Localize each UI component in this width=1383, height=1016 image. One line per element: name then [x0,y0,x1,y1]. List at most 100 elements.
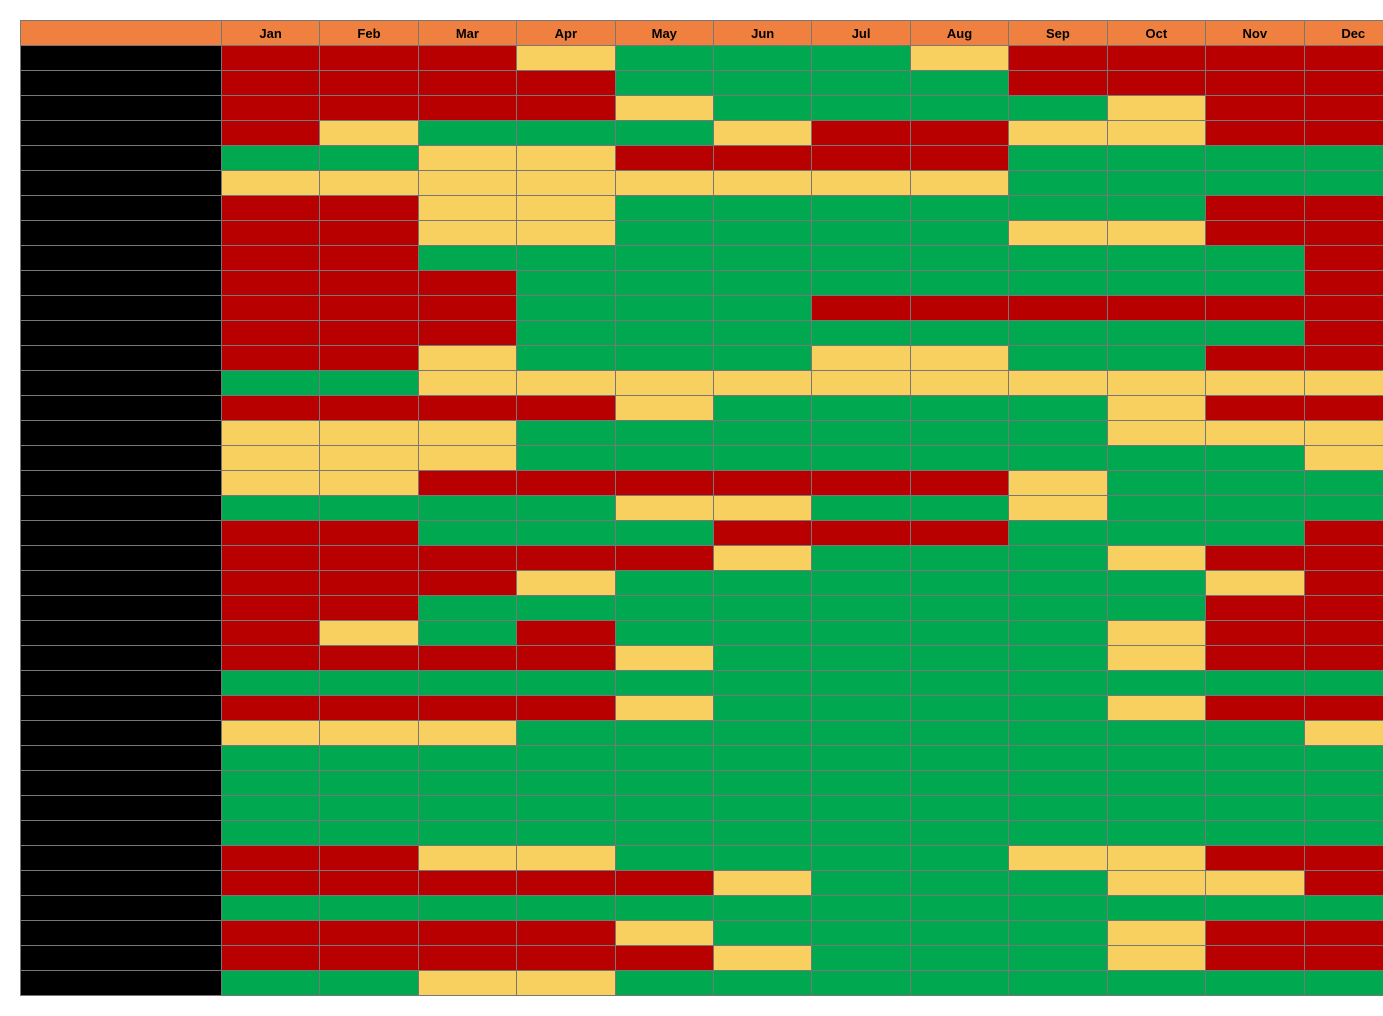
heatmap-cell [812,646,910,671]
heatmap-cell [1107,571,1205,596]
heatmap-cell [517,671,615,696]
heatmap-cell [812,96,910,121]
heatmap-cell [1206,121,1304,146]
heatmap-cell [418,971,516,996]
heatmap-cell [1009,271,1107,296]
heatmap-cell [1206,196,1304,221]
heatmap-cell [713,421,811,446]
heatmap-cell [418,921,516,946]
heatmap-cell [1009,571,1107,596]
heatmap-cell [1009,546,1107,571]
heatmap-cell [910,796,1008,821]
heatmap-cell [1304,546,1383,571]
heatmap-cell [812,296,910,321]
heatmap-cell [713,121,811,146]
heatmap-cell [1107,521,1205,546]
heatmap-cell [1107,146,1205,171]
heatmap-cell [713,471,811,496]
heatmap-cell [221,121,319,146]
heatmap-cell [713,496,811,521]
heatmap-cell [221,96,319,121]
header-row: JanFebMarAprMayJunJulAugSepOctNovDec [21,21,1383,46]
heatmap-cell [1304,121,1383,146]
heatmap-cell [320,46,418,71]
row-label-cell [21,746,222,771]
heatmap-cell [517,721,615,746]
heatmap-cell [517,196,615,221]
heatmap-cell [713,621,811,646]
heatmap-cell [1206,721,1304,746]
heatmap-cell [418,421,516,446]
heatmap-cell [1206,496,1304,521]
heatmap-cell [1009,621,1107,646]
heatmap-cell [320,396,418,421]
heatmap-cell [320,321,418,346]
heatmap-cell [1304,446,1383,471]
heatmap-cell [221,621,319,646]
heatmap-cell [221,546,319,571]
row-label-cell [21,46,222,71]
heatmap-cell [320,971,418,996]
row-label-cell [21,871,222,896]
heatmap-cell [1009,71,1107,96]
heatmap-cell [1304,146,1383,171]
heatmap-cell [1107,946,1205,971]
heatmap-cell [812,446,910,471]
row-label-cell [21,371,222,396]
heatmap-cell [910,371,1008,396]
heatmap-cell [615,946,713,971]
row-label-cell [21,671,222,696]
table-row [21,271,1383,296]
heatmap-cell [221,71,319,96]
month-header: Apr [517,21,615,46]
heatmap-cell [910,196,1008,221]
heatmap-cell [1009,946,1107,971]
heatmap-cell [221,196,319,221]
heatmap-cell [812,946,910,971]
heatmap-cell [221,671,319,696]
heatmap-cell [812,546,910,571]
heatmap-cell [910,471,1008,496]
heatmap-cell [1206,796,1304,821]
heatmap-cell [713,696,811,721]
table-row [21,746,1383,771]
heatmap-cell [1206,946,1304,971]
heatmap-cell [418,621,516,646]
row-label-cell [21,521,222,546]
heatmap-cell [221,971,319,996]
heatmap-cell [910,921,1008,946]
heatmap-cell [320,121,418,146]
heatmap-cell [615,46,713,71]
heatmap-cell [1206,71,1304,96]
heatmap-cell [517,971,615,996]
month-header: Oct [1107,21,1205,46]
heatmap-cell [615,121,713,146]
heatmap-cell [1107,446,1205,471]
heatmap-cell [910,571,1008,596]
row-label-cell [21,621,222,646]
row-label-cell [21,396,222,421]
heatmap-cell [713,346,811,371]
heatmap-cell [910,971,1008,996]
heatmap-cell [517,921,615,946]
table-row [21,246,1383,271]
heatmap-cell [910,871,1008,896]
heatmap-cell [1009,496,1107,521]
heatmap-cell [1206,571,1304,596]
heatmap-cell [320,571,418,596]
heatmap-cell [1304,721,1383,746]
heatmap-cell [1304,246,1383,271]
heatmap-cell [713,671,811,696]
heatmap-cell [812,271,910,296]
heatmap-cell [221,171,319,196]
heatmap-cell [517,71,615,96]
heatmap-cell [320,371,418,396]
row-label-cell [21,421,222,446]
heatmap-cell [615,771,713,796]
heatmap-cell [1107,746,1205,771]
heatmap-cell [615,246,713,271]
heatmap-cell [812,421,910,446]
heatmap-cell [1107,546,1205,571]
heatmap-cell [615,696,713,721]
heatmap-cell [517,871,615,896]
